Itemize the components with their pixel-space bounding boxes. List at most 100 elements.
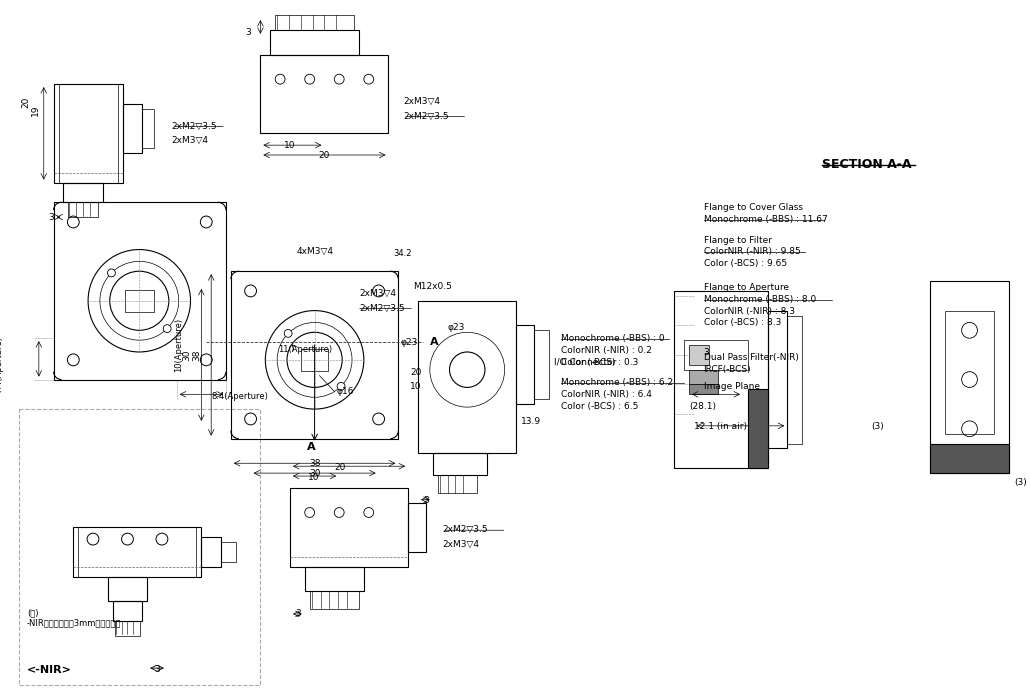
Bar [54,84,123,183]
Bar [930,444,1009,473]
Text: 10: 10 [308,473,319,482]
Text: 13.9: 13.9 [521,417,542,426]
Bar [221,542,236,561]
Text: 2xM3▽4: 2xM3▽4 [403,97,440,106]
Text: 10: 10 [410,382,421,391]
Text: 3: 3 [245,28,251,37]
Bar [270,30,358,55]
Text: I/O Connector: I/O Connector [554,358,616,367]
Text: Image Plane: Image Plane [703,382,759,391]
Bar [20,409,261,685]
Text: 12.1 (in air): 12.1 (in air) [694,422,747,430]
Text: (3): (3) [1014,478,1027,487]
Bar [787,316,802,444]
Bar [64,183,103,202]
Circle shape [107,269,115,276]
Bar [112,601,142,621]
Text: 4xM3▽4: 4xM3▽4 [297,246,334,256]
Bar [125,290,154,312]
Bar [408,503,425,552]
Text: 3: 3 [295,609,301,618]
Text: (注)
-NIRは識別形状が3mmオフセット: (注) -NIRは識別形状が3mmオフセット [27,608,122,628]
Text: φ16: φ16 [336,387,353,396]
Bar [516,326,535,404]
Bar [73,527,201,577]
Text: <-NIR>: <-NIR> [27,665,72,675]
Text: 3: 3 [48,213,55,222]
Bar [290,488,408,567]
Bar [418,301,516,454]
Bar [275,15,354,30]
Text: Flange to Aperture: Flange to Aperture [703,283,789,292]
Text: 2xM2▽3.5: 2xM2▽3.5 [172,121,217,130]
Text: 20: 20 [335,463,346,473]
Text: 20: 20 [318,151,331,160]
Text: 11(Aperture): 11(Aperture) [278,345,333,354]
Bar [684,340,748,370]
Text: 38: 38 [192,349,201,360]
Bar [674,291,767,468]
Text: Dual Pass Filter(-NIR): Dual Pass Filter(-NIR) [703,353,798,362]
Text: 30: 30 [182,349,191,360]
Bar [767,311,787,449]
Text: M12x0.5: M12x0.5 [413,282,452,291]
Bar [310,592,358,609]
Bar [301,349,329,371]
Bar [114,621,140,636]
Bar [438,475,477,493]
Text: ColorNIR (-NIR) : 0.2: ColorNIR (-NIR) : 0.2 [560,346,652,355]
Bar [689,370,718,384]
Text: Monochrome (-BBS) : 8.0: Monochrome (-BBS) : 8.0 [703,295,816,304]
Text: A: A [307,442,315,452]
Text: 10: 10 [284,141,296,150]
Bar [231,271,399,439]
Text: 2xM2▽3.5: 2xM2▽3.5 [403,111,449,120]
Text: 2xM2▽3.5: 2xM2▽3.5 [358,304,405,313]
Text: 20: 20 [22,97,31,108]
Bar [68,202,98,217]
Text: A: A [430,337,439,347]
Text: ColorNIR (-NIR) : 9.85: ColorNIR (-NIR) : 9.85 [703,248,800,256]
Bar [689,345,709,365]
Text: ColorNIR (-NIR) : 6.4: ColorNIR (-NIR) : 6.4 [560,391,652,399]
Text: 20: 20 [410,368,421,377]
Bar [748,389,767,468]
Text: 10(Aperture): 10(Aperture) [174,318,182,372]
Text: Color (-BCS) : 0.3: Color (-BCS) : 0.3 [560,358,639,367]
Bar [930,281,1009,473]
Bar [305,567,364,592]
Bar [123,104,142,153]
Text: Color (-BCS) : 6.5: Color (-BCS) : 6.5 [560,402,639,411]
Text: 2xM3▽4: 2xM3▽4 [172,136,209,145]
Text: 3: 3 [703,348,710,357]
Bar [142,108,154,148]
Text: 2xM3▽4: 2xM3▽4 [443,540,480,549]
Text: 30: 30 [309,469,320,478]
Text: IRCF(-BCS): IRCF(-BCS) [703,365,751,374]
Bar [261,55,388,133]
Text: φ23: φ23 [448,323,465,332]
Bar [201,537,221,567]
Circle shape [163,325,171,332]
Text: 8.4(Aperture): 8.4(Aperture) [211,392,268,401]
Bar [689,384,718,394]
Text: 19: 19 [31,104,40,116]
Text: Color (-BCS) : 9.65: Color (-BCS) : 9.65 [703,259,787,268]
Bar [535,330,549,399]
Circle shape [337,382,345,391]
Text: SECTION A-A: SECTION A-A [822,158,912,171]
Bar [433,454,487,475]
Text: 7.4(Aperture): 7.4(Aperture) [0,336,3,393]
Text: Monochrome (-BBS) : 11.67: Monochrome (-BBS) : 11.67 [703,215,827,224]
Text: Flange to Filter: Flange to Filter [703,236,771,245]
Text: 38: 38 [309,459,320,468]
Bar [108,577,147,601]
Text: φ23: φ23 [401,338,417,347]
Text: Monochrome (-BBS) : 6.2: Monochrome (-BBS) : 6.2 [560,379,673,388]
Text: Monochrome (-BBS) : 0: Monochrome (-BBS) : 0 [560,334,664,343]
Text: (3): (3) [871,422,884,430]
Text: 3: 3 [423,496,428,505]
Text: 34.2: 34.2 [393,249,412,258]
Bar [945,311,994,434]
Text: ColorNIR (-NIR) : 8.3: ColorNIR (-NIR) : 8.3 [703,307,794,316]
